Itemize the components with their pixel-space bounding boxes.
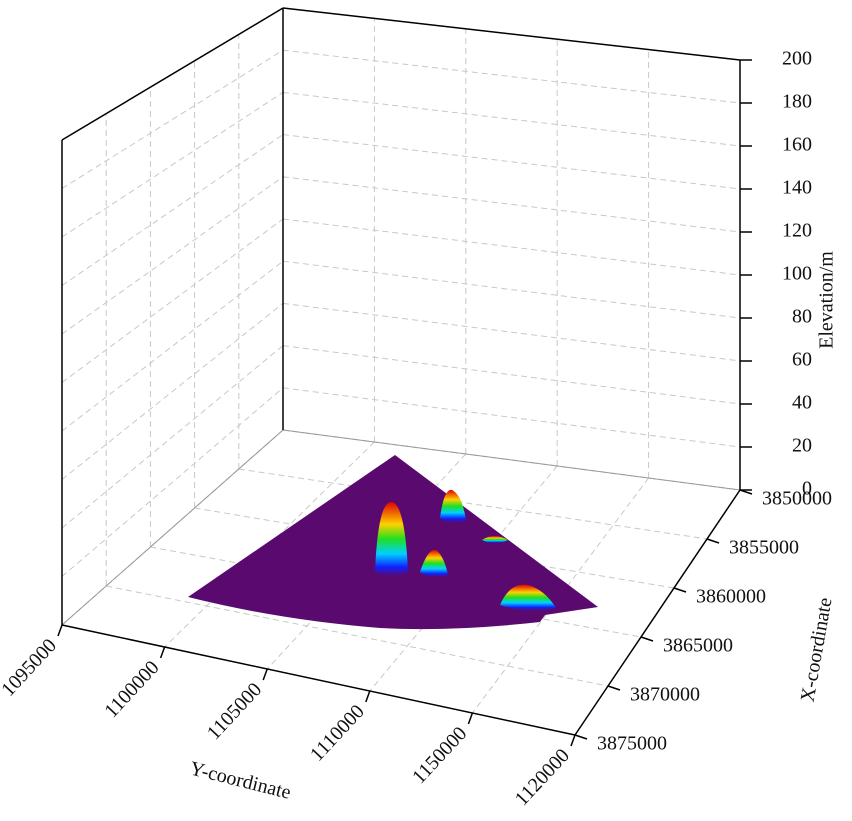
- y-tick: [365, 690, 371, 703]
- grid-line: [282, 134, 741, 190]
- grid-line: [282, 387, 741, 448]
- y-tick: [467, 712, 474, 725]
- y-tick-label: 1095000: [0, 635, 61, 701]
- axis-line: [574, 489, 741, 736]
- grid-line: [282, 345, 741, 405]
- grid-line: [106, 585, 609, 687]
- y-tick: [262, 668, 268, 681]
- axis-line: [282, 7, 741, 61]
- grid-line: [150, 546, 642, 638]
- x-axis-label: X-coordinate: [797, 596, 837, 704]
- z-tick-label: 60: [792, 349, 812, 371]
- grid-line: [61, 260, 284, 432]
- x-tick: [673, 587, 687, 593]
- z-tick-label: 140: [782, 177, 812, 199]
- z-tick-label: 0: [802, 478, 812, 500]
- grid-line: [61, 387, 284, 577]
- x-tick-label: 3875000: [597, 733, 667, 755]
- grid-line: [282, 218, 741, 276]
- x-tick: [706, 538, 720, 544]
- grid-line: [61, 134, 284, 286]
- z-axis-label: Elevation/m: [816, 251, 838, 349]
- y-axis-label: Y-coordinate: [188, 757, 294, 803]
- grid-line: [61, 49, 284, 189]
- z-tick-label: 20: [792, 435, 812, 457]
- y-tick: [570, 734, 576, 747]
- grid-line: [282, 260, 741, 319]
- grid-line: [164, 441, 375, 648]
- grid-line: [61, 91, 284, 238]
- axis-line: [61, 429, 284, 626]
- x-tick-label: 3850000: [762, 488, 832, 510]
- x-tick-label: 3870000: [630, 684, 700, 706]
- axis-line: [61, 7, 284, 141]
- grid-line: [61, 218, 284, 383]
- grid-line: [282, 302, 741, 362]
- axis-line: [61, 624, 576, 736]
- grid-line: [266, 453, 467, 670]
- z-tick-label: 200: [782, 48, 812, 70]
- x-tick-label: 3860000: [696, 586, 766, 608]
- grid-line: [61, 345, 284, 529]
- z-tick-label: 80: [792, 306, 812, 328]
- grid-line: [61, 176, 284, 335]
- y-tick-label: 1100000: [100, 657, 163, 723]
- z-tick-label: 120: [782, 220, 812, 242]
- x-tick: [640, 636, 654, 642]
- grid-line: [369, 465, 558, 692]
- grid-line: [61, 303, 284, 480]
- z-tick-label: 180: [782, 91, 812, 113]
- grid-line: [238, 468, 708, 540]
- z-tick-label: 100: [782, 263, 812, 285]
- y-tick: [57, 624, 63, 637]
- y-tick-label: 1110000: [306, 701, 369, 766]
- axes-frame: 1095000 1100000 1105000 1110000 1150000 11200…: [0, 7, 832, 811]
- x-tick-label: 3855000: [729, 537, 799, 559]
- x-tick: [574, 734, 588, 740]
- axis-line: [282, 429, 741, 491]
- grid-line: [282, 91, 741, 147]
- z-tick-label: 160: [782, 134, 812, 156]
- y-tick-label: 1120000: [511, 745, 574, 811]
- z-tick-label: 40: [792, 392, 812, 414]
- surface: [188, 455, 598, 630]
- x-tick: [607, 685, 621, 691]
- y-tick: [159, 646, 166, 659]
- x-tick-label: 3865000: [663, 635, 733, 657]
- grid-line: [471, 477, 650, 714]
- grid-line: [282, 176, 741, 233]
- grid-line: [282, 49, 741, 104]
- y-tick-label: 1105000: [203, 679, 266, 745]
- y-tick-label: 1150000: [408, 723, 471, 789]
